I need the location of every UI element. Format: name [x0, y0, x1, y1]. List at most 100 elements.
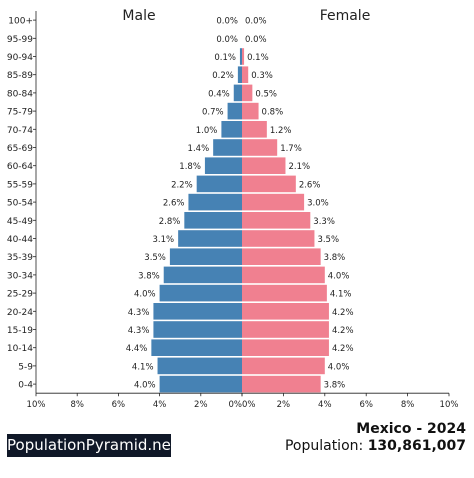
- female-value-label-25-29: 4.1%: [330, 290, 352, 300]
- age-label-50-54: 50-54: [7, 199, 33, 209]
- female-bar-20-24: [242, 303, 329, 320]
- female-bar-25-29: [242, 284, 327, 302]
- age-label-100plus: 100+: [8, 17, 33, 27]
- female-value-label-0-4: 3.8%: [324, 381, 346, 391]
- female-bar-50-54: [242, 193, 305, 211]
- male-tick-label: 6%: [112, 400, 126, 410]
- male-value-label-85-89: 0.2%: [212, 71, 234, 81]
- age-label-60-64: 60-64: [7, 162, 33, 172]
- age-label-35-39: 35-39: [7, 253, 33, 263]
- male-value-label-45-49: 2.8%: [159, 217, 181, 227]
- male-value-label-0-4: 4.0%: [134, 381, 156, 391]
- female-bar-70-74: [242, 121, 267, 138]
- female-bar-10-14: [242, 339, 329, 356]
- age-label-40-44: 40-44: [7, 235, 33, 245]
- population-value: 130,861,007: [367, 438, 466, 454]
- male-value-label-30-34: 3.8%: [138, 271, 160, 281]
- male-tick-label: 10%: [27, 400, 46, 410]
- male-bar-90-94: [239, 48, 242, 65]
- female-bar-65-69: [242, 139, 278, 156]
- female-value-label-85-89: 0.3%: [251, 71, 273, 81]
- female-bar-90-94: [242, 48, 245, 65]
- male-bar-40-44: [178, 230, 242, 247]
- female-value-label-30-34: 4.0%: [328, 271, 350, 281]
- male-value-label-95-99: 0.0%: [216, 35, 238, 45]
- female-value-label-10-14: 4.2%: [332, 344, 354, 354]
- female-bar-15-19: [242, 321, 329, 338]
- female-value-label-35-39: 3.8%: [324, 253, 346, 263]
- male-bar-65-69: [213, 139, 242, 156]
- male-value-label-70-74: 1.0%: [196, 126, 218, 136]
- female-tick-label: 8%: [401, 400, 415, 410]
- female-bar-60-64: [242, 157, 286, 174]
- male-value-label-100plus: 0.0%: [216, 17, 238, 27]
- male-bar-45-49: [184, 212, 242, 229]
- male-bar-80-84: [233, 84, 242, 102]
- female-value-label-55-59: 2.6%: [299, 180, 321, 190]
- male-value-label-40-44: 3.1%: [153, 235, 175, 245]
- age-label-85-89: 85-89: [7, 71, 33, 81]
- age-label-80-84: 80-84: [7, 89, 33, 99]
- male-bar-50-54: [188, 193, 242, 211]
- male-value-label-20-24: 4.3%: [128, 308, 150, 318]
- male-bar-35-39: [169, 248, 242, 265]
- brand-logo[interactable]: PopulationPyramid.net: [7, 434, 177, 457]
- male-bar-25-29: [159, 284, 242, 302]
- female-tick-label: 2%: [277, 400, 291, 410]
- female-value-label-100plus: 0.0%: [245, 17, 267, 27]
- population-label: Population:: [284, 438, 364, 454]
- male-value-label-5-9: 4.1%: [132, 362, 154, 372]
- age-label-20-24: 20-24: [7, 308, 33, 318]
- male-bar-55-59: [196, 175, 242, 193]
- female-tick-label: 0%: [242, 400, 256, 410]
- age-label-75-79: 75-79: [7, 108, 33, 118]
- chart-title: Mexico - 2024: [356, 421, 466, 437]
- male-value-label-50-54: 2.6%: [163, 199, 185, 209]
- male-bar-0-4: [159, 375, 242, 393]
- female-bar-0-4: [242, 375, 321, 393]
- male-bar-75-79: [227, 102, 242, 120]
- male-value-label-10-14: 4.4%: [126, 344, 148, 354]
- female-header: Female: [320, 8, 371, 24]
- male-tick-label: 4%: [153, 400, 167, 410]
- age-label-95-99: 95-99: [7, 35, 33, 45]
- male-value-label-65-69: 1.4%: [188, 144, 210, 154]
- female-value-label-75-79: 0.8%: [262, 108, 284, 118]
- female-bar-5-9: [242, 357, 325, 375]
- male-bar-10-14: [151, 339, 242, 356]
- male-bar-30-34: [163, 266, 242, 284]
- female-value-label-80-84: 0.5%: [255, 89, 277, 99]
- male-value-label-25-29: 4.0%: [134, 290, 156, 300]
- male-tick-label: 8%: [70, 400, 84, 410]
- population-line: Population: 130,861,007: [285, 438, 466, 454]
- female-value-label-45-49: 3.3%: [313, 217, 335, 227]
- female-value-label-50-54: 3.0%: [307, 199, 329, 209]
- female-value-label-20-24: 4.2%: [332, 308, 354, 318]
- female-bar-45-49: [242, 212, 311, 229]
- female-value-label-65-69: 1.7%: [280, 144, 302, 154]
- female-value-label-40-44: 3.5%: [317, 235, 339, 245]
- female-bar-35-39: [242, 248, 321, 265]
- female-value-label-70-74: 1.2%: [270, 126, 292, 136]
- female-tick-label: 10%: [440, 400, 459, 410]
- male-value-label-60-64: 1.8%: [179, 162, 201, 172]
- age-label-65-69: 65-69: [7, 144, 33, 154]
- female-bar-40-44: [242, 230, 315, 247]
- female-bar-55-59: [242, 175, 296, 193]
- male-bar-60-64: [204, 157, 242, 174]
- age-label-55-59: 55-59: [7, 180, 33, 190]
- male-tick-label: 2%: [194, 400, 208, 410]
- age-label-5-9: 5-9: [18, 362, 33, 372]
- male-value-label-75-79: 0.7%: [202, 108, 224, 118]
- female-value-label-60-64: 2.1%: [288, 162, 310, 172]
- female-value-label-90-94: 0.1%: [247, 53, 269, 63]
- male-bar-70-74: [221, 121, 242, 138]
- female-value-label-5-9: 4.0%: [328, 362, 350, 372]
- age-label-15-19: 15-19: [7, 326, 33, 336]
- age-label-70-74: 70-74: [7, 126, 33, 136]
- female-tick-label: 6%: [359, 400, 373, 410]
- age-label-30-34: 30-34: [7, 271, 33, 281]
- female-bar-75-79: [242, 102, 259, 120]
- age-label-10-14: 10-14: [7, 344, 33, 354]
